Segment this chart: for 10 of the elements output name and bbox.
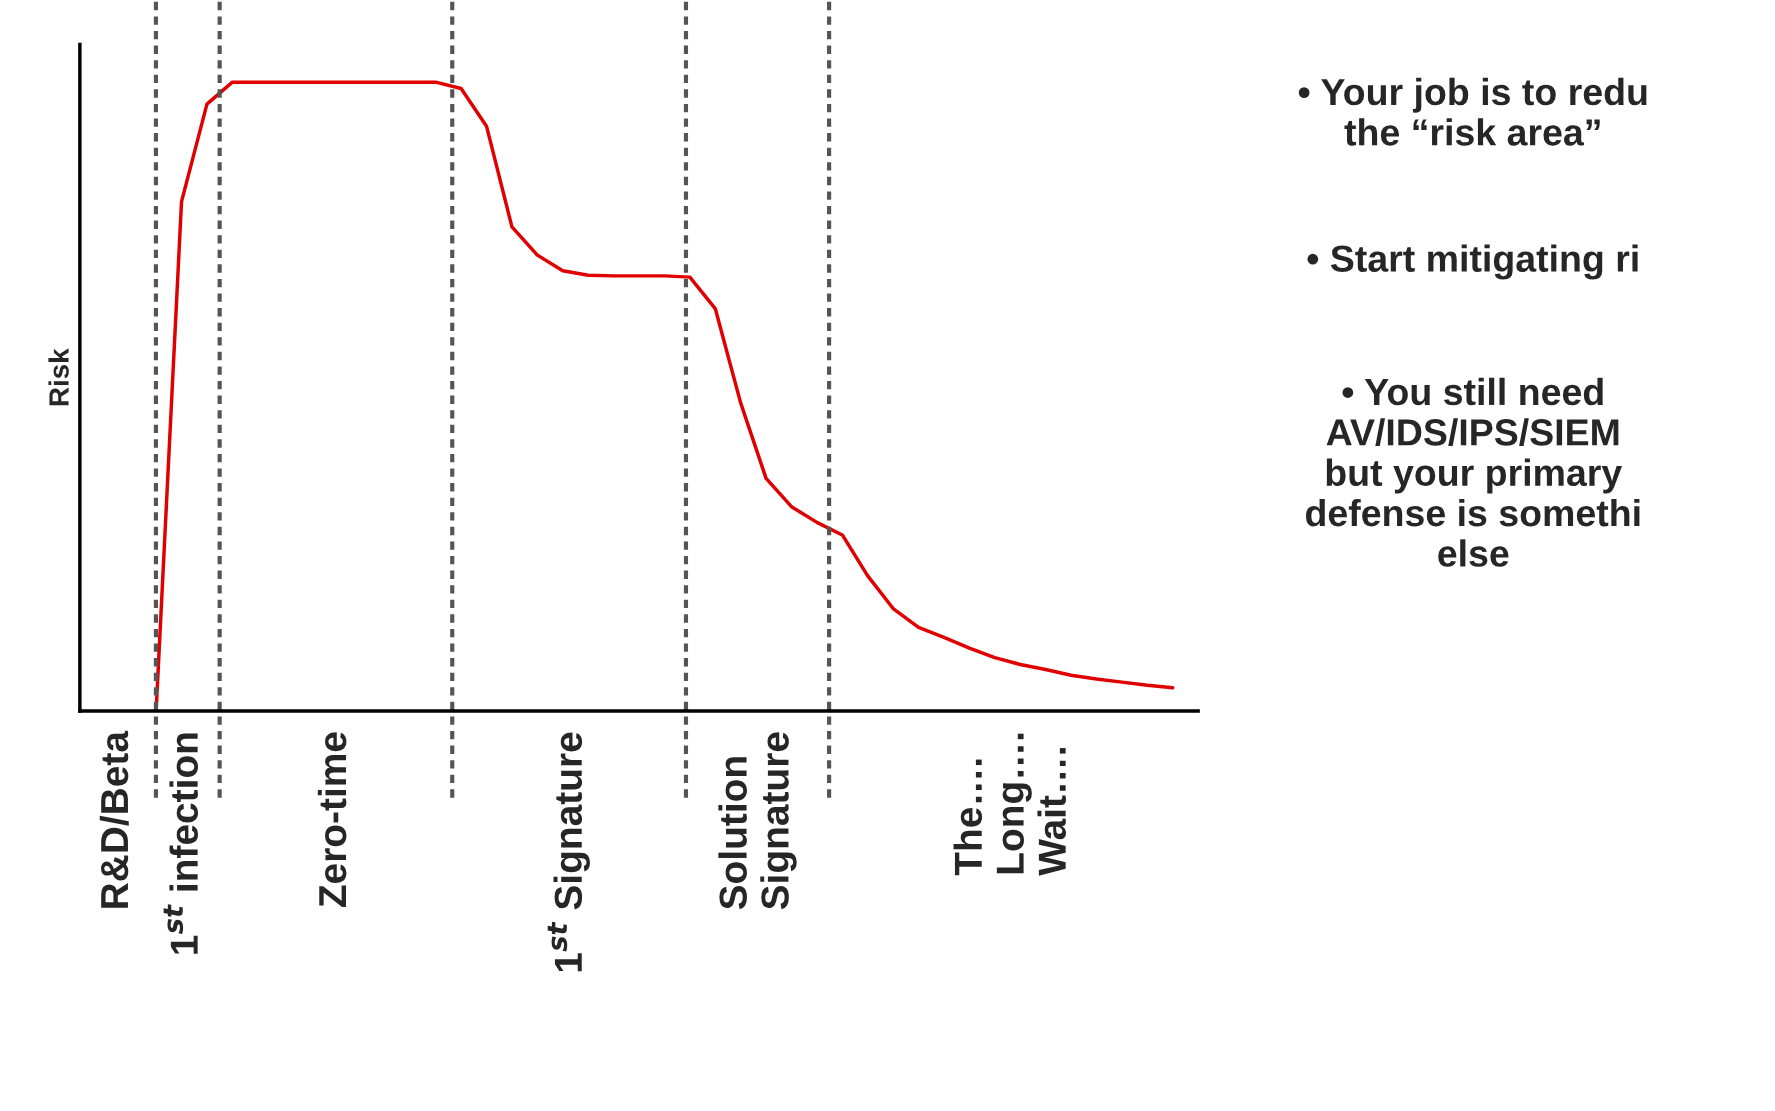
text: 1$^{st}$ infection (163, 733, 199, 954)
text: 1$^{st}$ Signature (547, 732, 590, 972)
text: • Start mitigating ri (1307, 244, 1638, 280)
text: Zero-time (317, 732, 347, 908)
text: • Your job is to redu the “risk area” (1298, 77, 1647, 146)
text: • You still need AV/IDS/IPS/SIEM but your primary defense is somethi else (1306, 377, 1640, 567)
text: Solution Signature (718, 732, 797, 910)
text: The…. Long…. Wait…. (953, 733, 1067, 876)
text: R&D/Beta (99, 730, 129, 908)
y-axis-title: Risk (48, 348, 69, 406)
